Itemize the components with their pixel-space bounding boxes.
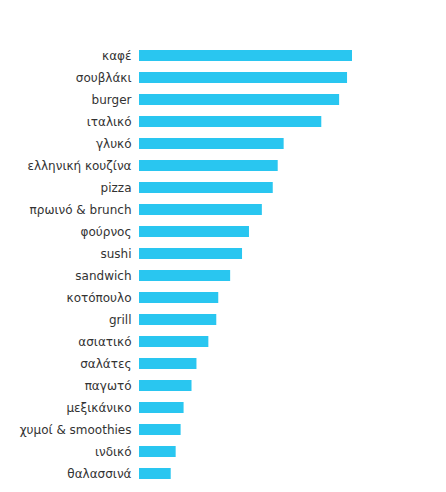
svg-text:χυμοί & smoothies: χυμοί & smoothies: [20, 423, 132, 437]
svg-text:καφέ: καφέ: [102, 49, 131, 63]
svg-text:γλυκό: γλυκό: [96, 137, 132, 151]
svg-text:pizza: pizza: [101, 181, 132, 195]
svg-text:ινδικό: ινδικό: [95, 445, 132, 459]
svg-text:sushi: sushi: [100, 247, 131, 261]
svg-text:ιταλικό: ιταλικό: [87, 115, 132, 129]
svg-text:θαλασσινά: θαλασσινά: [67, 467, 131, 481]
svg-text:grill: grill: [109, 313, 132, 327]
svg-text:σουβλάκι: σουβλάκι: [76, 71, 132, 85]
svg-text:sandwich: sandwich: [75, 269, 131, 283]
svg-text:πρωινό & brunch: πρωινό & brunch: [30, 203, 132, 217]
svg-text:ασιατικό: ασιατικό: [78, 335, 131, 349]
svg-text:κοτόπουλο: κοτόπουλο: [67, 291, 132, 305]
svg-text:φούρνος: φούρνος: [81, 225, 132, 239]
svg-text:παγωτό: παγωτό: [85, 379, 132, 393]
svg-text:burger: burger: [92, 93, 132, 107]
svg-text:σαλάτες: σαλάτες: [80, 357, 131, 371]
svg-text:μεξικάνικο: μεξικάνικο: [66, 401, 131, 415]
svg-text:ελληνική κουζίνα: ελληνική κουζίνα: [27, 159, 131, 173]
